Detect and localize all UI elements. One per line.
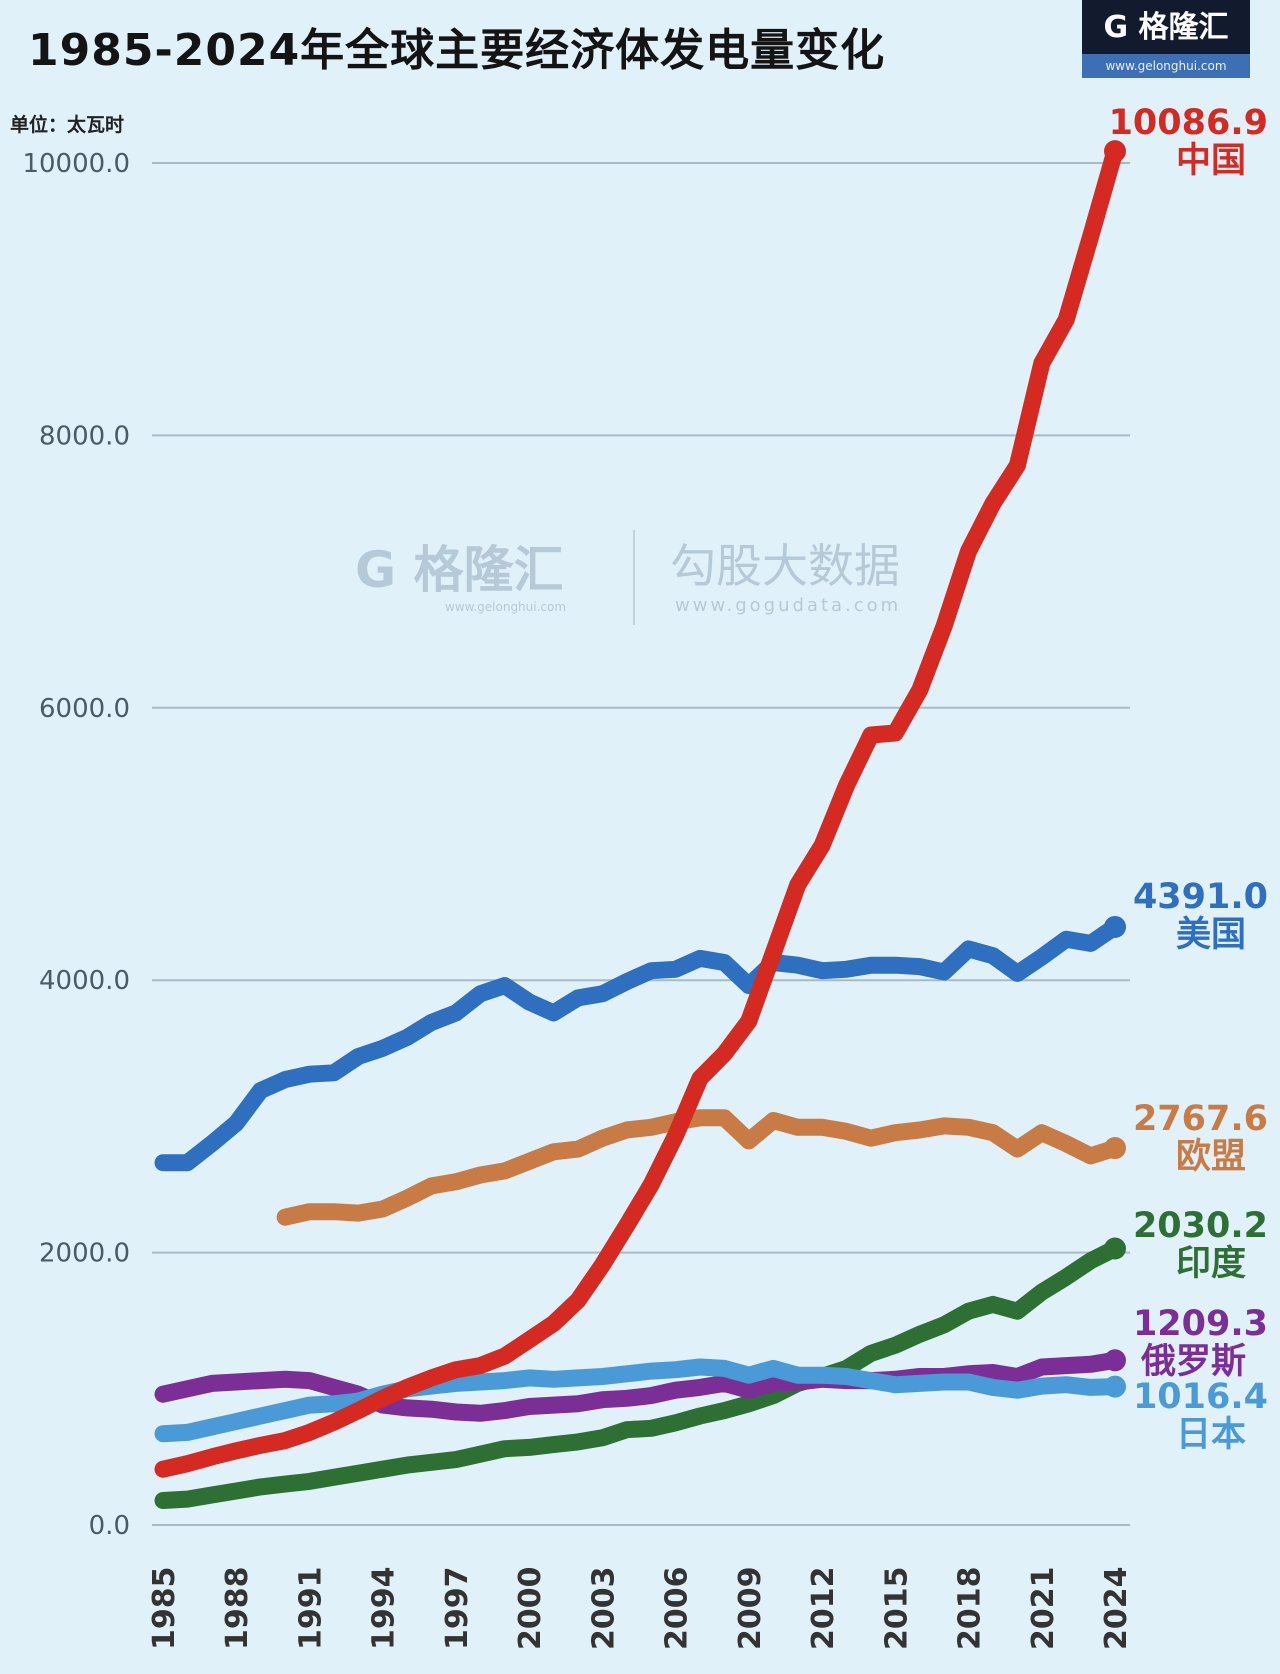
unit-label: 单位：太瓦时 [10, 114, 125, 136]
series-line-3 [154, 1240, 1124, 1509]
logo-brand: G 格隆汇 [1103, 10, 1229, 45]
series-line-5 [154, 1358, 1124, 1443]
series-name: 美国 [1175, 915, 1246, 955]
x-tick-label: 1991 [293, 1567, 328, 1651]
series-name: 日本 [1175, 1415, 1246, 1455]
series-end-point-4 [1104, 1349, 1126, 1372]
x-tick-label: 2012 [806, 1567, 841, 1651]
series-end-value: 1209.3 [1132, 1304, 1268, 1344]
series-end-point-5 [1104, 1375, 1126, 1398]
x-tick-label: 1985 [147, 1567, 182, 1651]
x-tick-label: 2006 [660, 1567, 695, 1651]
series-line-1 [154, 918, 1124, 1172]
series-end-point-0 [1104, 140, 1126, 163]
series-end-value: 4391.0 [1132, 877, 1268, 917]
watermark-brand-2: 勾股大数据 [670, 539, 900, 593]
logo-url: www.gelonghui.com [1082, 54, 1250, 78]
series-end-point-2 [1104, 1137, 1126, 1160]
series-end-label: 10086.9 中国 [1109, 104, 1268, 180]
watermark-divider [633, 530, 635, 625]
x-tick-label: 2003 [586, 1567, 621, 1651]
series-name: 中国 [1175, 141, 1246, 181]
x-tick-label: 1997 [440, 1567, 475, 1651]
y-tick-label: 6000.0 [39, 694, 130, 724]
series-end-value: 2030.2 [1132, 1206, 1268, 1246]
series-end-value: 1016.4 [1132, 1377, 1268, 1417]
x-tick-label: 2024 [1099, 1567, 1134, 1651]
series-name: 印度 [1175, 1244, 1246, 1284]
series-end-label: 4391.0 美国 [1133, 878, 1268, 954]
x-tick-label: 2015 [879, 1567, 914, 1651]
x-tick-label: 2021 [1026, 1567, 1061, 1651]
series-end-label: 1016.4 日本 [1133, 1378, 1268, 1454]
series-end-point-3 [1104, 1237, 1126, 1260]
y-tick-label: 10000.0 [22, 149, 130, 179]
series-end-label: 1209.3 俄罗斯 [1133, 1305, 1268, 1381]
x-tick-label: 1994 [367, 1567, 402, 1651]
series-end-value: 2767.6 [1132, 1099, 1268, 1139]
y-tick-label: 8000.0 [39, 421, 130, 451]
chart-title: 1985-2024年全球主要经济体发电量变化 [28, 25, 886, 76]
watermark-brand-1: G 格隆汇 [355, 541, 564, 599]
series-line-2 [276, 1109, 1124, 1226]
y-tick-label: 4000.0 [39, 966, 130, 996]
series-line-0 [154, 142, 1124, 1478]
gelonghui-logo: G 格隆汇 www.gelonghui.com [1082, 0, 1250, 78]
series-end-label: 2030.2 印度 [1133, 1207, 1268, 1283]
watermark-url-1: www.gelonghui.com [445, 600, 567, 614]
series-name: 欧盟 [1175, 1137, 1246, 1177]
x-tick-label: 2009 [733, 1567, 768, 1651]
y-tick-label: 0.0 [89, 1511, 130, 1541]
series-name: 俄罗斯 [1140, 1342, 1246, 1382]
series-end-point-1 [1104, 915, 1126, 938]
series-end-label: 2767.6 欧盟 [1133, 1100, 1268, 1176]
watermark-url-2: www.gogudata.com [675, 595, 902, 616]
x-tick-label: 1988 [220, 1567, 255, 1651]
series-end-value: 10086.9 [1108, 103, 1268, 143]
x-tick-label: 2000 [513, 1567, 548, 1651]
x-tick-label: 2018 [953, 1567, 988, 1651]
y-tick-label: 2000.0 [39, 1239, 130, 1269]
